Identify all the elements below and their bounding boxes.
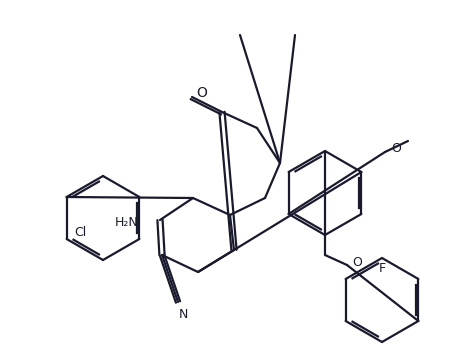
Text: Cl: Cl: [75, 226, 87, 239]
Text: O: O: [197, 86, 208, 100]
Text: O: O: [391, 142, 401, 155]
Text: H₂N: H₂N: [114, 216, 138, 229]
Text: O: O: [352, 257, 362, 270]
Text: F: F: [379, 261, 386, 274]
Text: N: N: [178, 309, 188, 322]
